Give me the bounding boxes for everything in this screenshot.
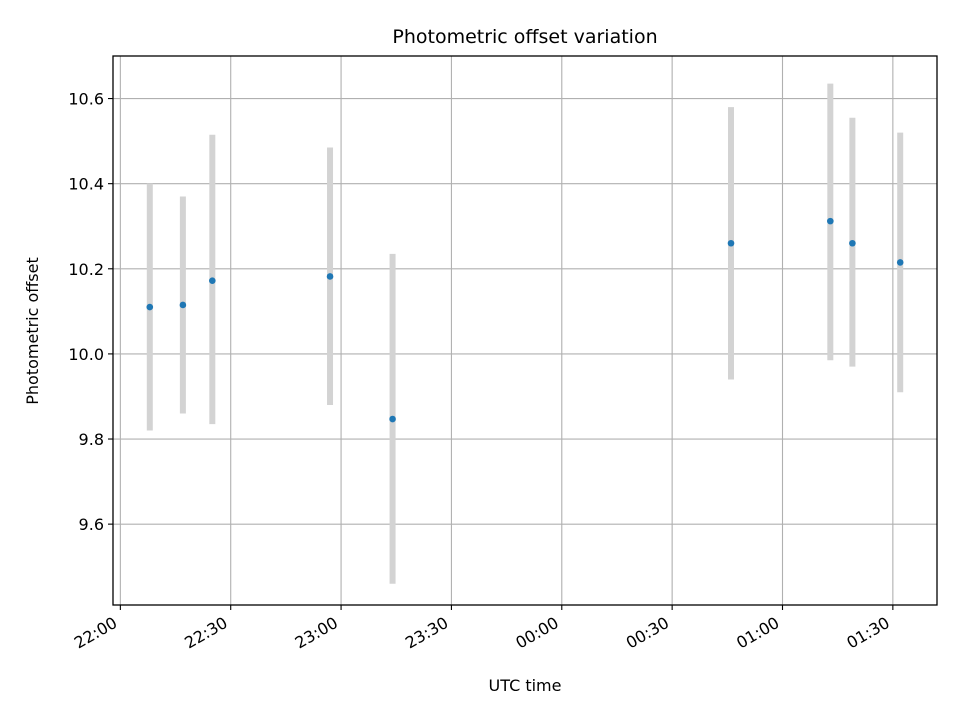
y-axis-label: Photometric offset — [23, 257, 42, 405]
data-point — [849, 239, 856, 247]
data-point — [727, 239, 735, 247]
data-point — [326, 273, 334, 280]
data-point — [389, 415, 396, 423]
chart-title: Photometric offset variation — [392, 26, 657, 48]
x-axis-label: UTC time — [489, 676, 562, 695]
grid — [113, 56, 937, 605]
y-tick-label: 10.6 — [68, 90, 104, 109]
data-point — [209, 277, 216, 285]
plot-frame — [112, 55, 938, 606]
data-point — [146, 303, 154, 311]
y-tick-label: 10.4 — [68, 175, 104, 194]
data-point — [179, 301, 187, 309]
data-point — [896, 259, 904, 266]
y-tick-label: 9.8 — [79, 430, 104, 449]
data-points — [146, 217, 904, 423]
y-tick-label: 10.0 — [68, 345, 104, 364]
data-point — [827, 217, 834, 225]
y-tick-label: 10.2 — [68, 260, 104, 279]
y-tick-label: 9.6 — [79, 515, 104, 534]
y-axis: 9.6 9.8 10.0 10.2 10.4 10.6 — [68, 90, 113, 534]
